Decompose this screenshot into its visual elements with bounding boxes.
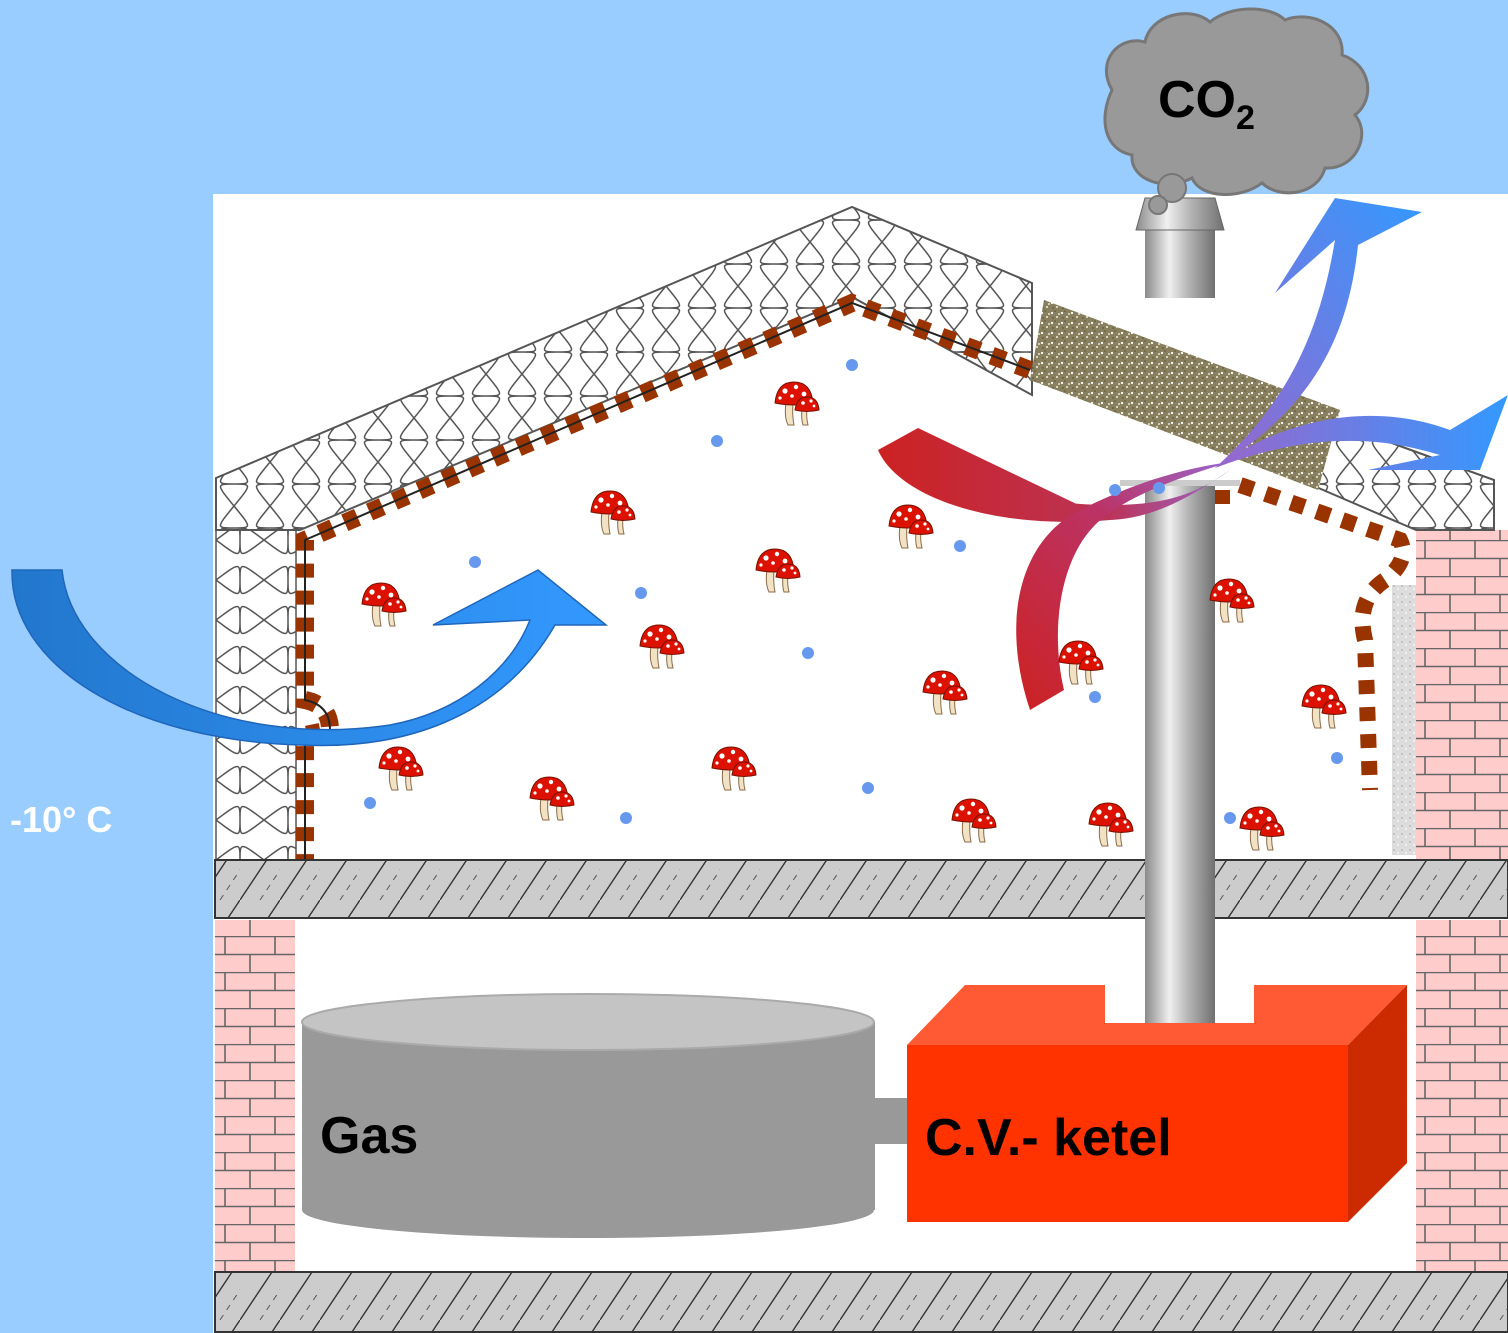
moisture-dot xyxy=(711,435,723,447)
boiler: C.V.- ketel xyxy=(907,918,1407,1222)
warm-air-arrow-lower xyxy=(1016,462,1230,710)
moisture-dot xyxy=(635,587,647,599)
moisture-dot xyxy=(1331,752,1343,764)
moisture-dot xyxy=(1224,812,1236,824)
co2-label: CO2 xyxy=(1158,71,1255,137)
moisture-dot xyxy=(1089,691,1101,703)
gas-tank: Gas xyxy=(301,993,875,1238)
foundation-slab xyxy=(214,1271,1508,1333)
boiler-label: C.V.- ketel xyxy=(925,1109,1172,1167)
moisture-dot xyxy=(862,782,874,794)
vapor-barrier-right xyxy=(1214,477,1411,791)
floor-slab xyxy=(214,859,1508,919)
plaster-strip xyxy=(1392,585,1416,855)
cold-air-inflow-arrow xyxy=(11,569,609,747)
warm-air-arrow-upper xyxy=(878,428,1230,522)
attic-wall-right xyxy=(1416,530,1508,860)
moisture-dot xyxy=(364,797,376,809)
moisture-droplets xyxy=(364,359,1343,824)
basement-wall-right xyxy=(1416,920,1508,1272)
moisture-dot xyxy=(954,540,966,552)
basement-wall-left xyxy=(215,920,295,1272)
moisture-dot xyxy=(802,647,814,659)
moisture-dot xyxy=(469,556,481,568)
flue-pipe-top xyxy=(1145,230,1215,298)
wall-insulation-left xyxy=(215,529,297,861)
co2-cloud: CO2 xyxy=(1103,7,1370,215)
moisture-dot xyxy=(846,359,858,371)
moisture-dot xyxy=(1153,482,1165,494)
outside-temperature-label: -10° C xyxy=(10,799,112,840)
moisture-dot xyxy=(620,812,632,824)
air-outflow-arrow-right xyxy=(1215,395,1508,470)
boiler-flue xyxy=(1145,918,1215,1023)
air-outflow-arrow-up xyxy=(1215,198,1422,468)
moisture-dot xyxy=(1109,484,1121,496)
gas-label: Gas xyxy=(320,1107,418,1165)
pipe-collar xyxy=(1120,480,1240,486)
gas-connector xyxy=(875,1098,907,1144)
